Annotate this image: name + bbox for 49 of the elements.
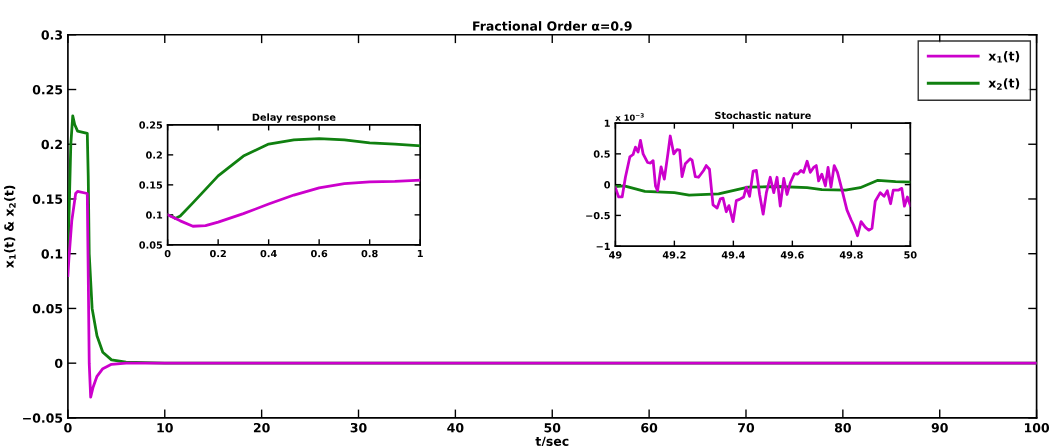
x-tick-label: 70 (738, 422, 755, 433)
chart-title: Fractional Order α=0.9 (473, 21, 632, 31)
y-tick-label: 0.25 (32, 84, 63, 95)
y-tick-label: −1 (596, 242, 610, 250)
x-tick-label: 80 (834, 422, 851, 433)
y-tick-label: −0.5 (586, 211, 610, 220)
x-tick-label: 10 (157, 422, 173, 433)
x-tick-label: 0 (64, 422, 72, 433)
x-tick-label: 1 (417, 250, 423, 258)
legend-label: x$_{1}$(t) (988, 51, 1020, 63)
y-tick-label: 0.2 (41, 139, 62, 150)
x-tick-label: 0.8 (361, 249, 378, 258)
x-tick-label: 49 (609, 251, 622, 259)
x-tick-label: 49.8 (839, 251, 863, 259)
x-tick-label: 49.4 (721, 251, 745, 259)
y-tick-label: 1 (604, 119, 610, 127)
y-tick-label: 0.15 (139, 181, 163, 189)
y-tick-label: 0 (54, 358, 63, 369)
x-tick-label: 30 (350, 422, 367, 433)
y-tick-label: 0.05 (32, 303, 63, 314)
y-tick-label: 0.05 (139, 241, 163, 249)
y-tick-label: −0.05 (23, 413, 63, 423)
x-tick-label: 50 (544, 422, 561, 433)
x-tick-label: 40 (447, 422, 464, 433)
x-tick-label: 0.6 (311, 249, 328, 258)
y-tick-label: 0.3 (41, 30, 63, 40)
chart-title: Delay response (252, 113, 336, 123)
x-tick-label: 49.6 (780, 251, 804, 259)
y-tick-label: 0.25 (139, 121, 163, 129)
x-tick-label: 90 (931, 422, 948, 433)
annotation: x 10$^{−3}$ (615, 113, 644, 121)
y-tick-label: 0.5 (593, 150, 610, 158)
x-tick-label: 0.4 (260, 249, 277, 258)
x-tick-label: 0 (164, 249, 171, 258)
x-tick-label: 60 (641, 422, 658, 433)
x-tick-label: 0.2 (210, 249, 226, 258)
x-tick-label: 20 (253, 422, 270, 433)
y-tick-label: 0.1 (41, 249, 63, 259)
y-tick-label: 0.15 (32, 194, 63, 204)
y-axis-title: x$_{1}$(t) & x$_{2}$(t) (4, 185, 16, 269)
x-tick-label: 49.2 (662, 251, 686, 259)
legend-label: x$_{2}$(t) (988, 78, 1020, 90)
chart-title: Stochastic nature (715, 111, 811, 120)
y-tick-label: 0 (604, 181, 611, 189)
y-tick-label: 0.1 (146, 211, 163, 219)
y-tick-label: 0.2 (146, 151, 162, 159)
x-tick-label: 100 (1024, 422, 1050, 433)
x-axis-title: t/sec (535, 436, 569, 446)
x-tick-label: 50 (904, 251, 917, 259)
